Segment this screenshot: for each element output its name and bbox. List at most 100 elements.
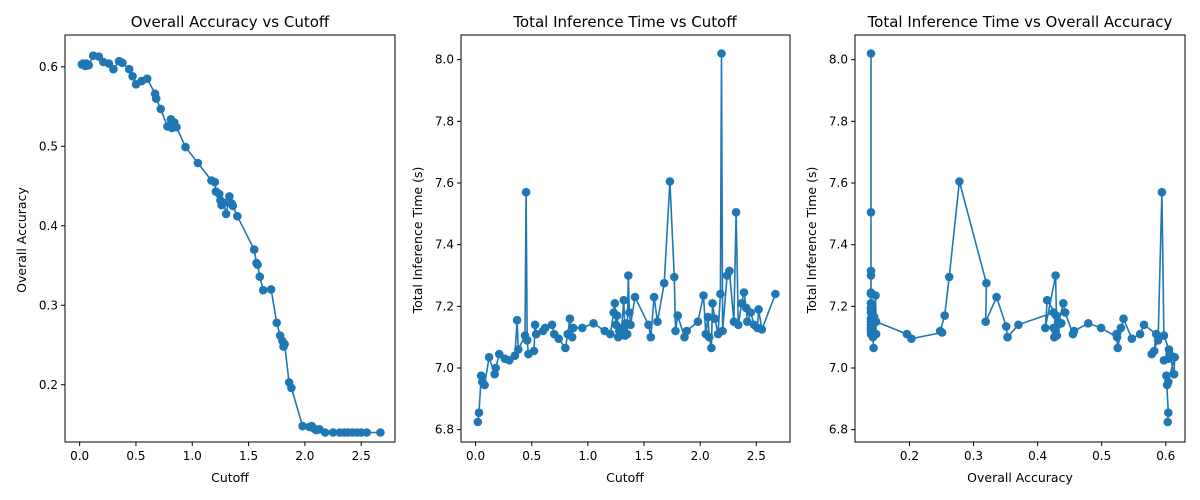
data-point: [731, 208, 741, 217]
data-point: [725, 266, 734, 276]
data-point: [480, 380, 489, 390]
data-point: [118, 58, 127, 68]
data-point: [1060, 308, 1070, 317]
data-point: [630, 292, 640, 302]
data-point: [612, 311, 622, 320]
data-point: [474, 408, 484, 418]
x-tick-label: 0.4: [1028, 449, 1047, 463]
data-point: [589, 319, 598, 328]
data-point: [703, 312, 713, 322]
data-point: [1083, 319, 1093, 328]
data-point: [540, 323, 550, 333]
data-point: [649, 292, 659, 302]
data-point: [937, 328, 947, 337]
data-point: [981, 317, 990, 327]
data-point: [514, 345, 523, 354]
chart-title: Total Inference Time vs Overall Accuracy: [867, 13, 1173, 31]
y-tick-label: 0.4: [39, 219, 58, 233]
data-point: [473, 417, 483, 427]
data-point: [1116, 323, 1126, 333]
data-point: [682, 326, 691, 336]
data-point: [1053, 317, 1063, 327]
data-point: [717, 49, 726, 58]
data-point: [512, 315, 522, 325]
data-point: [142, 74, 152, 83]
data-point: [1151, 329, 1161, 339]
plot-area-time-vs-accuracy: 0.2 0.3 0.4 0.5 0.6 6.8 7.0 7.2 7.4 7.6 7.8 8.0: [829, 34, 1186, 463]
data-point: [739, 288, 749, 297]
plot-area-accuracy-vs-cutoff: 0.0 0.5 1.0 1.5 2.0 2.5 0.2 0.3 0.4 0.5 0.6: [39, 34, 396, 463]
data-point: [699, 291, 708, 300]
data-point: [228, 201, 238, 211]
data-point: [531, 329, 541, 339]
y-tick-label: 7.0: [829, 361, 848, 375]
y-tick-label: 7.0: [435, 361, 454, 375]
data-point: [193, 158, 203, 168]
y-axis-label: Total Inference Time (s): [410, 167, 425, 315]
data-point: [253, 260, 262, 270]
x-tick-label: 2.5: [352, 449, 371, 463]
data-point: [272, 318, 282, 328]
data-point: [1049, 323, 1058, 333]
data-point: [955, 177, 964, 186]
data-point: [1068, 329, 1078, 339]
data-point: [1169, 369, 1179, 379]
data-point: [255, 272, 265, 282]
x-axis-label: Cutoff: [211, 470, 249, 485]
data-point: [1003, 332, 1012, 342]
y-tick-label: 7.8: [435, 114, 454, 128]
data-point: [210, 177, 220, 187]
data-point: [626, 320, 635, 330]
data-point: [707, 343, 716, 353]
y-tick-label: 6.8: [435, 423, 454, 437]
data-point: [757, 325, 767, 334]
data-point: [718, 326, 727, 336]
data-point: [328, 428, 338, 437]
x-tick-label: 0.2: [900, 449, 919, 463]
data-point: [1164, 408, 1173, 418]
data-point: [1149, 346, 1159, 356]
data-point: [944, 272, 954, 282]
y-tick-label: 7.4: [435, 238, 454, 252]
x-tick-label: 0.0: [466, 449, 485, 463]
data-point: [578, 323, 587, 333]
data-point: [708, 299, 717, 308]
x-tick-label: 2.5: [747, 449, 766, 463]
chart-title: Total Inference Time vs Cutoff: [512, 13, 737, 31]
data-point: [1159, 331, 1169, 340]
x-tick-label: 0.5: [1092, 449, 1111, 463]
data-point: [866, 49, 876, 58]
data-point: [128, 72, 137, 81]
data-point: [109, 64, 118, 74]
data-point: [1001, 322, 1011, 331]
data-point: [866, 325, 876, 334]
x-tick-label: 2.0: [295, 449, 314, 463]
data-point: [1096, 323, 1106, 333]
y-tick-label: 7.6: [435, 176, 454, 190]
data-point: [1164, 345, 1174, 354]
plot-area-time-vs-cutoff: 0.0 0.5 1.0 1.5 2.0 2.5 6.8 7.0 7.2 7.4 7.6 7.8 8.0: [435, 34, 791, 463]
data-point: [659, 278, 669, 288]
x-tick-label: 0.3: [964, 449, 983, 463]
data-point: [156, 104, 165, 114]
data-point: [734, 320, 743, 330]
axes-frame: [64, 34, 396, 443]
data-point: [1014, 320, 1023, 330]
axes-frame: [460, 34, 791, 443]
y-tick-label: 7.2: [435, 299, 454, 313]
data-point: [992, 292, 1001, 302]
x-tick-label: 1.5: [239, 449, 258, 463]
data-point: [665, 177, 675, 186]
data-point: [625, 308, 634, 317]
data-point: [1042, 295, 1052, 305]
data-point: [1059, 299, 1068, 308]
data-point: [866, 305, 876, 314]
data-point: [869, 343, 878, 353]
data-point: [646, 332, 656, 342]
data-point: [670, 272, 679, 282]
y-tick-label: 0.3: [39, 298, 58, 312]
x-tick-label: 0.0: [70, 449, 89, 463]
x-tick-label: 0.5: [522, 449, 541, 463]
x-axis-label: Cutoff: [606, 470, 644, 485]
data-point: [484, 352, 494, 362]
